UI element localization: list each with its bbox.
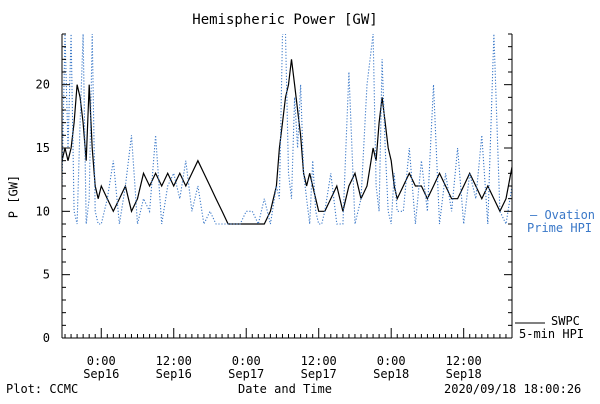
y-axis-label: P [GW] <box>6 174 21 219</box>
x-tick-label-date: Sep18 <box>446 367 482 381</box>
y-tick-label: 0 <box>43 331 50 345</box>
footer-timestamp: 2020/09/18 18:00:26 <box>444 382 582 396</box>
legend-swpc-line2: 5-min HPI <box>519 327 585 341</box>
series-layer <box>62 34 512 226</box>
series-line-swpc <box>62 59 512 225</box>
legend-ovation-line1: — Ovation <box>530 208 596 222</box>
x-axis-label: Date and Time <box>238 382 332 396</box>
y-tick-label: 10 <box>36 204 50 218</box>
y-tick-label: 15 <box>36 141 50 155</box>
chart-title: Hemispheric Power [GW] <box>192 12 378 28</box>
x-tick-label-date: Sep16 <box>83 367 119 381</box>
x-tick-label-date: Sep18 <box>373 367 409 381</box>
axes-layer: 051015200:00Sep1612:00Sep160:00Sep1712:0… <box>36 33 545 381</box>
x-tick-label-date: Sep16 <box>156 367 192 381</box>
x-tick-label-time: 0:00 <box>87 354 116 368</box>
x-tick-label-date: Sep17 <box>301 367 337 381</box>
y-tick-label: 20 <box>36 78 50 92</box>
x-tick-label-time: 0:00 <box>377 354 406 368</box>
legend-ovation-line2: Prime HPI <box>527 221 593 235</box>
x-tick-label-time: 12:00 <box>156 354 192 368</box>
y-tick-label: 5 <box>43 268 50 282</box>
footer-plot-credit: Plot: CCMC <box>6 382 79 396</box>
x-tick-label-date: Sep17 <box>228 367 264 381</box>
x-tick-label-time: 0:00 <box>232 354 261 368</box>
x-tick-label-time: 12:00 <box>301 354 337 368</box>
series-line-ovation <box>62 34 512 226</box>
x-tick-label-time: 12:00 <box>446 354 482 368</box>
legend-swpc-line1: SWPC <box>551 314 580 328</box>
